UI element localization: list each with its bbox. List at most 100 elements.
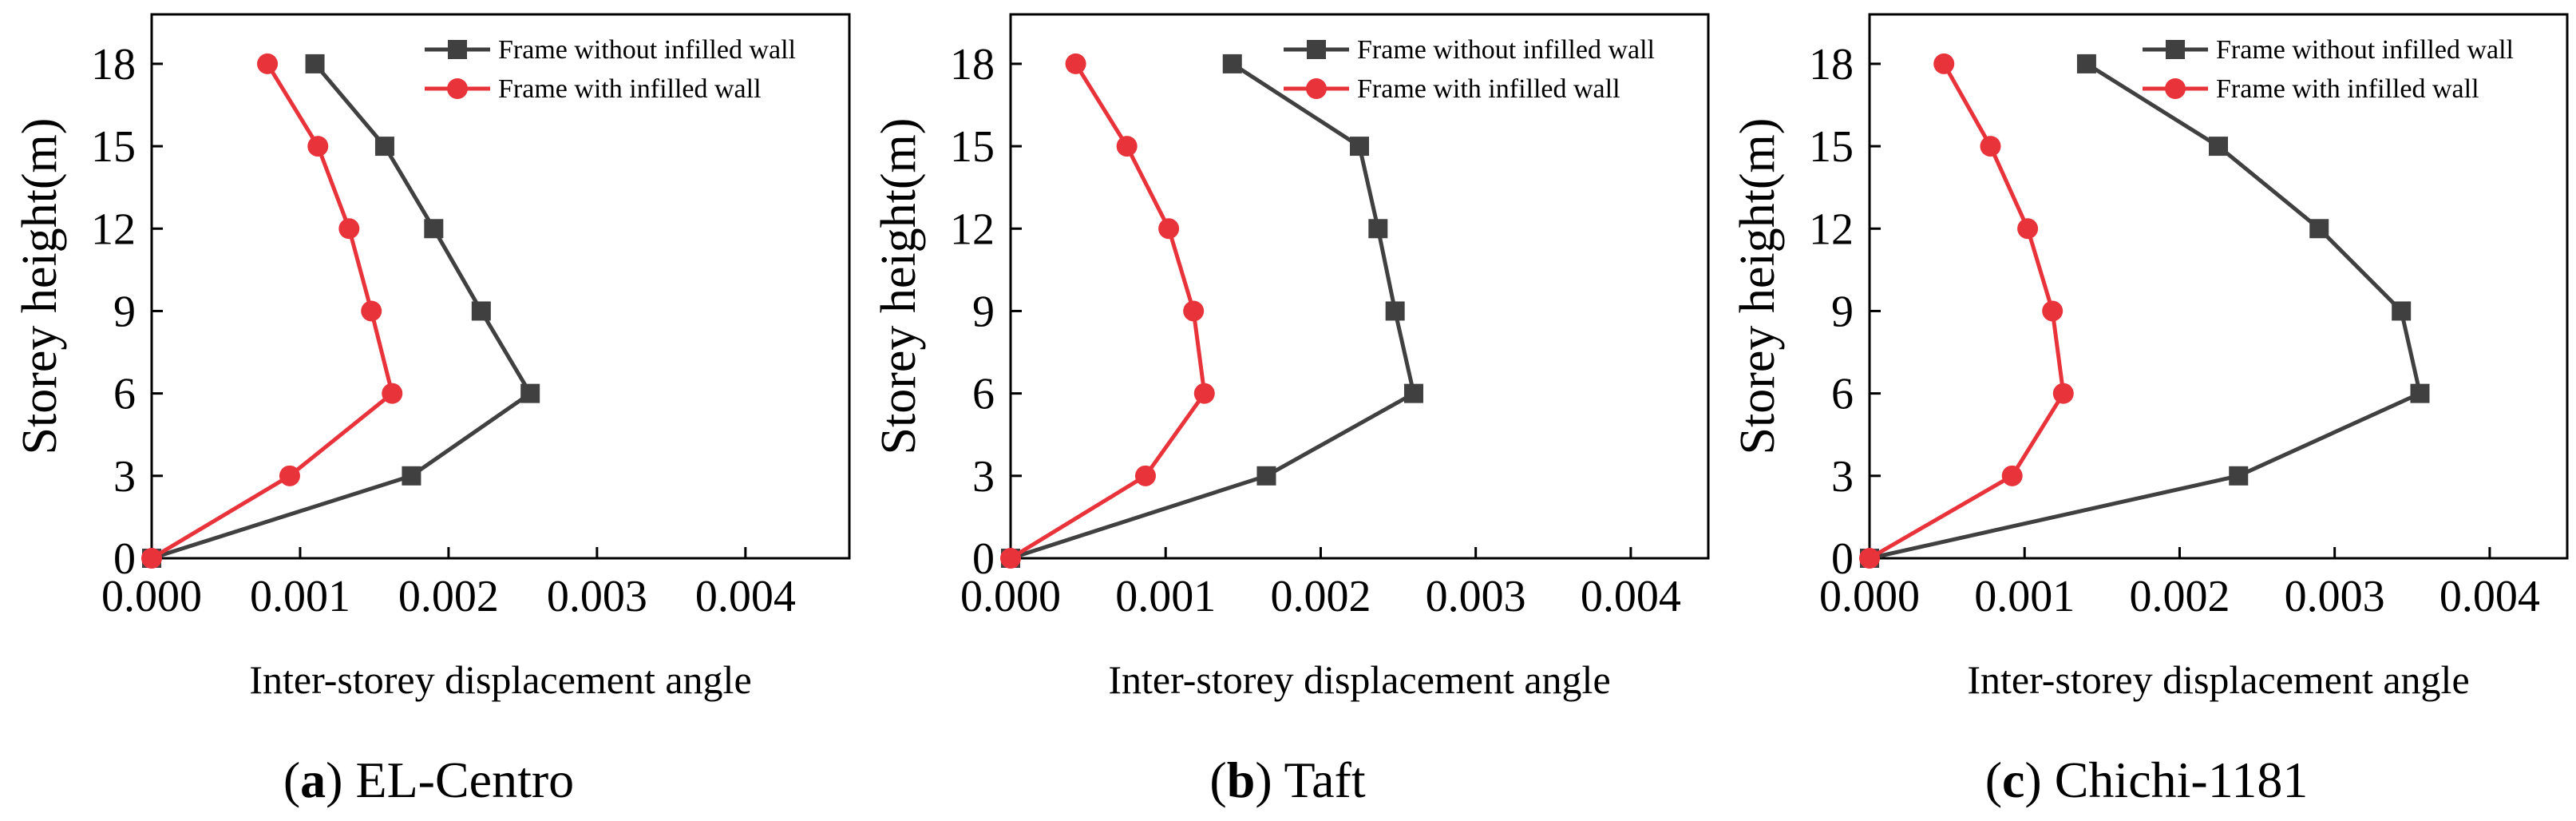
- y-tick-label: 6: [1831, 370, 1854, 419]
- y-tick-label: 0: [113, 534, 136, 584]
- data-point-with-infilled-wall: [1000, 548, 1021, 569]
- data-point-without-infilled-wall: [1222, 54, 1242, 73]
- y-tick-label: 3: [972, 452, 995, 502]
- x-tick-label: 0.003: [2285, 572, 2385, 621]
- data-point-without-infilled-wall: [1256, 466, 1276, 486]
- series-line-with-infilled-wall: [150, 62, 394, 561]
- x-tick-label: 0.003: [547, 572, 647, 621]
- x-tick-label: 0.000: [101, 572, 202, 621]
- legend-marker-with-infilled-wall: [1306, 78, 1327, 99]
- legend-marker-without-infilled-wall: [1307, 40, 1326, 59]
- y-tick-label: 9: [113, 287, 136, 336]
- caption-open-paren: (: [1209, 752, 1226, 808]
- caption-open-paren: (: [1985, 752, 2002, 808]
- data-point-with-infilled-wall: [2052, 383, 2074, 404]
- x-tick-label: 0.001: [1974, 572, 2075, 621]
- series-line-with-infilled-wall: [1009, 62, 1207, 561]
- data-point-without-infilled-wall: [1385, 301, 1405, 321]
- y-tick-label: 6: [113, 370, 136, 419]
- y-tick-label: 18: [91, 40, 136, 89]
- plot-frame: [1009, 13, 1710, 560]
- data-point-without-infilled-wall: [305, 54, 325, 73]
- caption-name: EL-Centro: [342, 752, 574, 808]
- x-tick-label: 0.002: [398, 572, 499, 621]
- data-point-with-infilled-wall: [1980, 136, 2001, 157]
- data-point-with-infilled-wall: [141, 548, 162, 569]
- caption-name: Chichi-1181: [2042, 752, 2309, 808]
- legend-marker-without-infilled-wall: [448, 40, 467, 59]
- chart-svg-b: 0.000 0.001 0.002 0.003 0.004 0 3 6 9 12 15 18 Inter…: [872, 13, 1710, 808]
- panel-caption-c: (c) Chichi-1181: [1985, 752, 2309, 808]
- x-tick-label: 0.003: [1426, 572, 1526, 621]
- caption-close-paren: ): [1255, 752, 1272, 808]
- y-tick-label: 15: [1809, 122, 1854, 172]
- data-point-without-infilled-wall: [2392, 301, 2412, 321]
- data-point-with-infilled-wall: [338, 218, 360, 240]
- x-tick-label: 0.004: [1581, 572, 1681, 621]
- legend-marker-without-infilled-wall: [2166, 40, 2185, 59]
- chart-panel-c: 0.000 0.001 0.002 0.003 0.004 0 3 6 9 12 15 18 Inter…: [1718, 0, 2576, 821]
- data-point-with-infilled-wall: [1065, 53, 1086, 74]
- series-line-without-infilled-wall: [1869, 61, 2422, 561]
- data-point-without-infilled-wall: [520, 383, 540, 403]
- y-tick-label: 9: [1831, 287, 1854, 336]
- x-tick-label: 0.004: [2439, 572, 2540, 621]
- caption-close-paren: ): [326, 752, 342, 808]
- legend-label-without-infilled-wall: Frame without infilled wall: [498, 35, 796, 65]
- legend-marker-with-infilled-wall: [447, 78, 468, 99]
- data-point-with-infilled-wall: [1933, 53, 1955, 74]
- x-tick-label: 0.001: [1115, 572, 1216, 621]
- data-point-with-infilled-wall: [1116, 136, 1138, 157]
- legend-label-without-infilled-wall: Frame without infilled wall: [2216, 35, 2514, 65]
- chart-panel-b: 0.000 0.001 0.002 0.003 0.004 0 3 6 9 12 15 18 Inter…: [859, 0, 1717, 821]
- data-point-without-infilled-wall: [2309, 219, 2329, 239]
- data-point-with-infilled-wall: [307, 136, 329, 157]
- data-point-with-infilled-wall: [382, 383, 403, 404]
- series-line-with-infilled-wall: [1868, 62, 2066, 561]
- y-axis-label: Storey height(m): [13, 118, 67, 455]
- x-tick-label: 0.001: [250, 572, 350, 621]
- y-tick-label: 12: [950, 204, 995, 254]
- data-point-without-infilled-wall: [1368, 219, 1388, 239]
- y-tick-label: 0: [1831, 534, 1854, 584]
- caption-letter: a: [300, 752, 326, 808]
- legend-label-with-infilled-wall: Frame with infilled wall: [1357, 74, 1620, 104]
- chart-svg-c: 0.000 0.001 0.002 0.003 0.004 0 3 6 9 12 15 18 Inter…: [1731, 13, 2569, 808]
- data-point-without-infilled-wall: [2076, 54, 2096, 73]
- x-tick-label: 0.000: [1819, 572, 1920, 621]
- legend-label-with-infilled-wall: Frame with infilled wall: [498, 74, 762, 104]
- plot-frame: [150, 13, 851, 560]
- data-point-with-infilled-wall: [2001, 465, 2023, 486]
- chart-panel-a: 0.000 0.001 0.002 0.003 0.004 0 3 6 9 12 15 18 Inter…: [0, 0, 858, 821]
- caption-close-paren: ): [2024, 752, 2041, 808]
- data-point-with-infilled-wall: [257, 53, 279, 74]
- data-point-with-infilled-wall: [1193, 383, 1215, 404]
- legend-label-with-infilled-wall: Frame with infilled wall: [2216, 74, 2479, 104]
- x-tick-label: 0.000: [960, 572, 1061, 621]
- data-point-with-infilled-wall: [1859, 548, 1880, 569]
- data-point-with-infilled-wall: [361, 300, 382, 322]
- data-point-without-infilled-wall: [424, 219, 444, 239]
- y-tick-label: 6: [972, 370, 995, 419]
- y-axis-label: Storey height(m): [1731, 118, 1785, 455]
- data-point-without-infilled-wall: [374, 137, 394, 157]
- data-point-without-infilled-wall: [1350, 137, 1369, 157]
- x-axis-label: Inter-storey displacement angle: [249, 657, 751, 702]
- x-tick-label: 0.004: [695, 572, 796, 621]
- data-point-without-infilled-wall: [2209, 137, 2228, 157]
- x-axis-label: Inter-storey displacement angle: [1967, 657, 2469, 702]
- x-axis-label: Inter-storey displacement angle: [1108, 657, 1610, 702]
- chart-svg-a: 0.000 0.001 0.002 0.003 0.004 0 3 6 9 12 15 18 Inter…: [13, 13, 851, 808]
- y-tick-label: 12: [1809, 204, 1854, 254]
- y-tick-label: 3: [1831, 452, 1854, 502]
- y-tick-label: 9: [972, 287, 995, 336]
- y-tick-label: 18: [950, 40, 995, 89]
- legend-marker-with-infilled-wall: [2165, 78, 2186, 99]
- data-point-with-infilled-wall: [279, 465, 300, 486]
- data-point-with-infilled-wall: [1134, 465, 1156, 486]
- data-point-with-infilled-wall: [1183, 300, 1205, 322]
- panel-caption-a: (a) EL-Centro: [283, 752, 574, 808]
- data-point-with-infilled-wall: [2017, 218, 2039, 240]
- data-point-with-infilled-wall: [1158, 218, 1180, 240]
- caption-open-paren: (: [283, 752, 300, 808]
